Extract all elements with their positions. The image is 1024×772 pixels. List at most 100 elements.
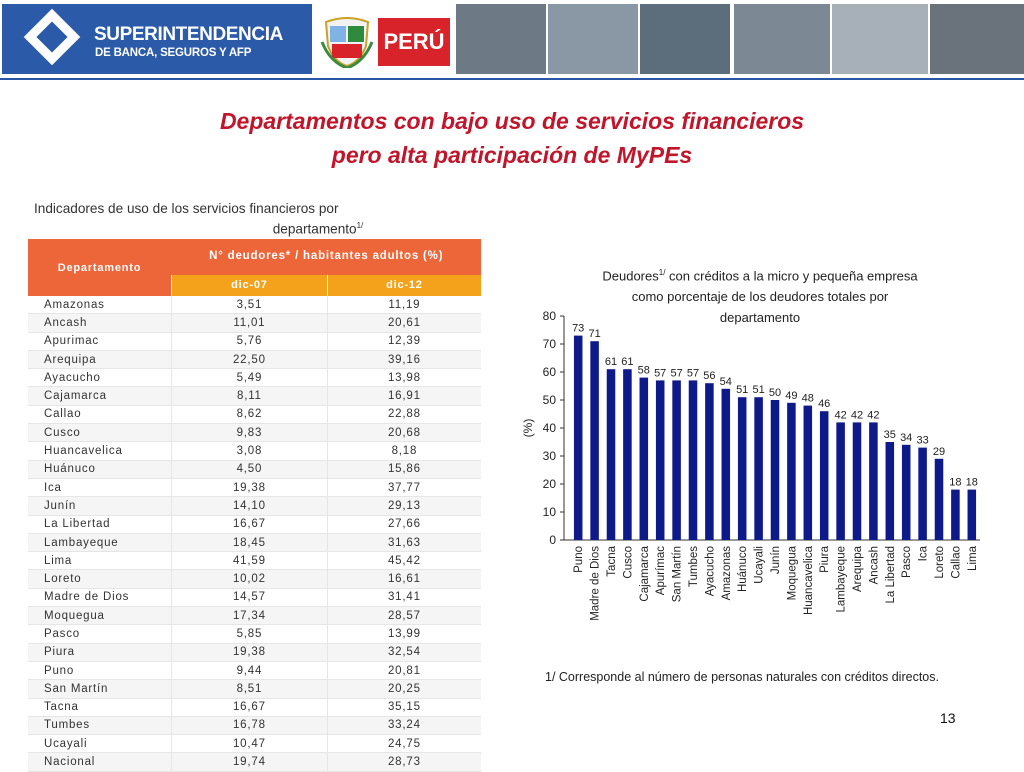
- table-row: Ancash 11,01 20,61: [28, 313, 481, 333]
- bar-ancash: [869, 422, 878, 540]
- y-tick-label: 70: [543, 337, 557, 351]
- x-tick-label: Ayacucho: [704, 546, 716, 596]
- cell-dic12: 24,75: [326, 734, 481, 754]
- cell-dic07: 10,47: [171, 734, 328, 754]
- cell-dic12: 20,68: [326, 423, 481, 443]
- cell-departamento: Ica: [28, 478, 172, 498]
- x-tick-label: Amazonas: [721, 546, 733, 601]
- bar-amazonas: [721, 388, 731, 540]
- x-tick-label: La Libertad: [885, 546, 897, 604]
- table-row: Junín 14,10 29,13: [28, 496, 481, 516]
- x-tick-label: Ica: [918, 545, 930, 561]
- table-row: Tacna 16,67 35,15: [28, 698, 481, 717]
- bar-value-label: 71: [588, 328, 600, 340]
- y-tick-label: 50: [543, 393, 557, 407]
- cell-dic12: 28,73: [326, 752, 481, 772]
- cell-dic12: 27,66: [326, 515, 481, 534]
- cell-departamento: Tumbes: [28, 716, 172, 736]
- y-tick-label: 20: [543, 477, 557, 491]
- table-row: Nacional 19,74 28,73: [28, 752, 481, 772]
- cell-dic07: 19,74: [171, 752, 328, 772]
- header-photo-6: [930, 4, 1024, 74]
- bar-cajamarca: [639, 377, 649, 540]
- cell-dic12: 20,25: [326, 679, 481, 699]
- cell-dic07: 4,50: [171, 460, 328, 479]
- bar-san-mart-n: [672, 380, 681, 540]
- x-tick-label: San Martín: [672, 546, 684, 602]
- bar-ayacucho: [705, 383, 714, 540]
- cell-dic12: 20,81: [326, 661, 481, 681]
- table-row: Ica 19,38 37,77: [28, 478, 481, 498]
- cell-dic12: 32,54: [326, 643, 481, 662]
- bar-loreto: [934, 458, 944, 540]
- table-row: Lambayeque 18,45 31,63: [28, 533, 481, 553]
- cell-dic07: 5,49: [171, 368, 328, 388]
- x-tick-label: Cusco: [622, 546, 634, 579]
- cell-dic07: 14,10: [171, 496, 328, 516]
- bar-arequipa: [852, 422, 862, 540]
- cell-dic07: 3,51: [171, 296, 328, 315]
- bar-lima: [967, 489, 977, 540]
- col-header-deudores: N° deudores* / habitantes adultos (%): [171, 239, 481, 275]
- y-tick-label: 80: [543, 309, 557, 323]
- bar-pasco: [901, 444, 911, 540]
- cell-departamento: Ancash: [28, 313, 172, 333]
- header-photo-4: [734, 4, 830, 74]
- cell-dic12: 16,61: [326, 569, 481, 589]
- cell-departamento: Lambayeque: [28, 533, 172, 553]
- x-tick-label: Huancavelica: [803, 545, 815, 615]
- cell-dic07: 8,51: [171, 679, 328, 699]
- table-row: San Martín 8,51 20,25: [28, 679, 481, 699]
- cell-departamento: Madre de Dios: [28, 588, 172, 608]
- bar-la-libertad: [885, 442, 895, 540]
- peru-shield-icon: [320, 17, 374, 68]
- x-tick-label: Arequipa: [852, 545, 864, 592]
- cell-dic12: 31,63: [326, 533, 481, 553]
- table-row: Huancavelica 3,08 8,18: [28, 441, 481, 461]
- header-photo-5: [832, 4, 928, 74]
- bar-chart: 0 10 20 30 40 50 60 70 80 (%) 73 Puno 71 Madre de Dio…: [521, 309, 980, 621]
- table-row: Madre de Dios 14,57 31,41: [28, 588, 481, 608]
- bar-value-label: 33: [916, 435, 928, 447]
- cell-dic12: 8,18: [326, 441, 481, 461]
- cell-dic12: 13,98: [326, 368, 481, 388]
- table-row: Amazonas 3,51 11,19: [28, 296, 481, 315]
- x-tick-label: Moquegua: [786, 545, 798, 600]
- table-row: Loreto 10,02 16,61: [28, 569, 481, 589]
- cell-dic12: 16,91: [326, 386, 481, 406]
- bar-jun-n: [770, 400, 780, 540]
- cell-dic07: 22,50: [171, 350, 328, 370]
- cell-dic12: 39,16: [326, 350, 481, 370]
- cell-dic12: 37,77: [326, 478, 481, 498]
- table-row: Ayacucho 5,49 13,98: [28, 368, 481, 388]
- bar-tumbes: [688, 380, 698, 540]
- cell-dic07: 41,59: [171, 551, 328, 571]
- cell-dic07: 3,08: [171, 441, 328, 461]
- chart-title-sup: 1/: [658, 268, 666, 277]
- x-tick-label: Ancash: [868, 546, 880, 584]
- x-tick-label: Apurímac: [655, 546, 667, 595]
- bar-value-label: 29: [933, 446, 945, 458]
- bar-callao: [951, 489, 960, 540]
- cell-departamento: Puno: [28, 661, 172, 681]
- table-row: Arequipa 22,50 39,16: [28, 350, 481, 370]
- cell-dic12: 22,88: [326, 405, 481, 425]
- cell-departamento: La Libertad: [28, 515, 172, 534]
- x-tick-label: Huánuco: [737, 546, 749, 592]
- cell-dic12: 20,61: [326, 313, 481, 333]
- x-tick-label: Callao: [950, 546, 962, 579]
- cell-departamento: Ucayali: [28, 734, 172, 754]
- cell-dic07: 16,78: [171, 716, 328, 736]
- cell-dic07: 16,67: [171, 698, 328, 717]
- page-title: Departamentos con bajo uso de servicios …: [0, 104, 1024, 172]
- bar-value-label: 35: [884, 429, 896, 441]
- cell-departamento: Huánuco: [28, 460, 172, 479]
- bar-cusco: [623, 369, 632, 540]
- cell-departamento: Pasco: [28, 624, 172, 644]
- chart-title-line2: como porcentaje de los deudores totales …: [631, 289, 889, 305]
- table-row: Lima 41,59 45,42: [28, 551, 481, 571]
- y-tick-label: 30: [543, 449, 557, 463]
- col-header-departamento: Departamento: [28, 239, 172, 296]
- cell-departamento: San Martín: [28, 679, 172, 699]
- bar-value-label: 61: [605, 356, 617, 368]
